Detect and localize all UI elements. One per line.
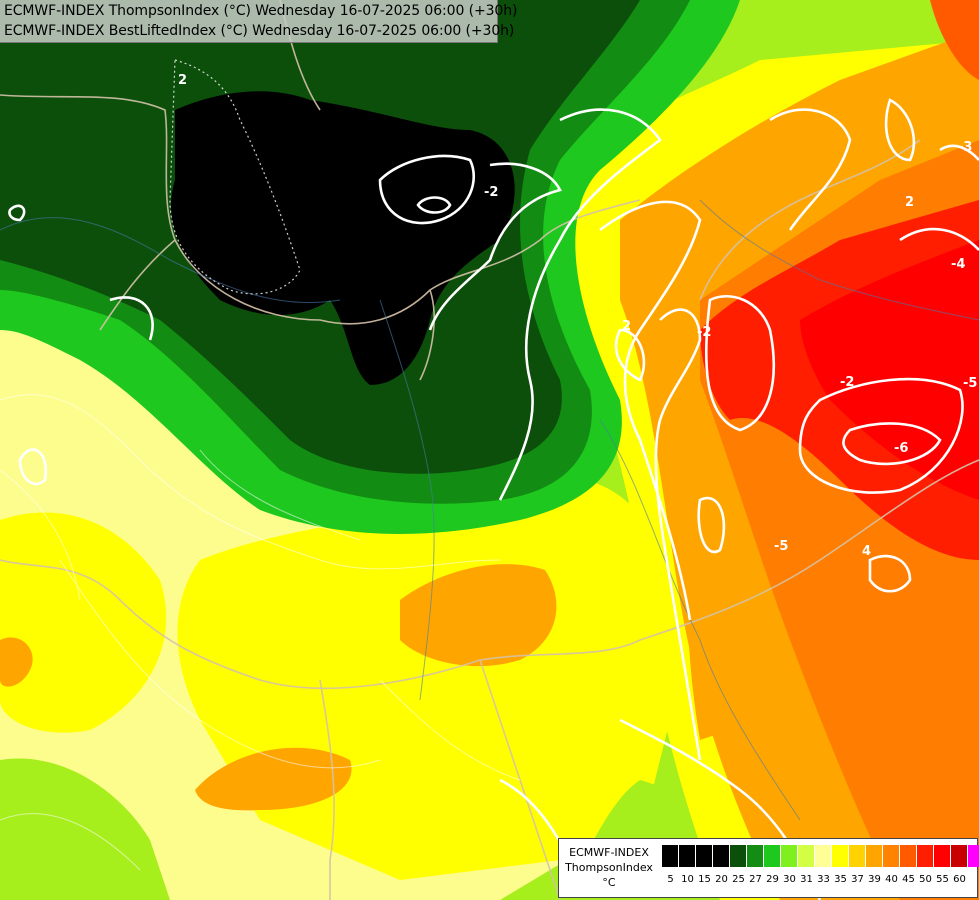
thin-contours <box>0 394 521 871</box>
legend-swatch <box>917 845 934 867</box>
legend-swatch <box>968 845 979 867</box>
contour-label: 2 <box>905 195 914 210</box>
legend-swatch <box>747 845 764 867</box>
field-red-ne <box>930 0 979 80</box>
legend-tick-label: 45 <box>902 874 915 885</box>
field-orange-center <box>400 564 557 667</box>
legend-tick-label: 27 <box>749 874 762 885</box>
legend-swatch <box>781 845 798 867</box>
header-title-lifted: ECMWF-INDEX BestLiftedIndex (°C) Wednesd… <box>4 23 515 39</box>
legend-swatch <box>662 845 679 867</box>
legend-swatch <box>798 845 815 867</box>
map-header: ECMWF-INDEX ThompsonIndex (°C) Wednesday… <box>0 0 517 43</box>
legend-swatch <box>730 845 747 867</box>
field-orange-south <box>195 747 352 811</box>
legend-ticks: 5 10 15 20 25 27 29 30 31 33 35 37 39 40 45 50 55 60 <box>662 874 968 888</box>
contour-label: -2 <box>697 325 711 340</box>
field-orange-lower-east <box>688 560 760 740</box>
legend-swatch <box>764 845 781 867</box>
legend-tick-label: 37 <box>851 874 864 885</box>
legend-tick-label: 55 <box>936 874 949 885</box>
legend-swatch <box>679 845 696 867</box>
legend-tick-label: 25 <box>732 874 745 885</box>
contour-label: -2 <box>484 185 498 200</box>
contour-label: -6 <box>894 441 908 456</box>
rivers <box>0 199 979 821</box>
field-orange-west <box>0 637 33 687</box>
legend-tick-label: 60 <box>953 874 966 885</box>
legend-title-model: ECMWF-INDEX <box>569 846 649 859</box>
legend-swatch <box>849 845 866 867</box>
legend-tick-label: 31 <box>800 874 813 885</box>
contour-label: 2 <box>622 319 631 334</box>
contour-label: -2 <box>840 375 854 390</box>
legend-title-unit: °C <box>602 876 616 889</box>
legend-swatch <box>866 845 883 867</box>
contour-label: -4 <box>951 257 965 272</box>
legend-tick-label: 10 <box>681 874 694 885</box>
legend-tick-label: 35 <box>834 874 847 885</box>
legend-tick-label: 50 <box>919 874 932 885</box>
legend-tick-label: 30 <box>783 874 796 885</box>
legend-title: ECMWF-INDEX ThompsonIndex °C <box>561 845 657 890</box>
color-legend: ECMWF-INDEX ThompsonIndex °C 5 10 15 20 25 27… <box>558 838 979 898</box>
contour-label: -3 <box>958 140 972 155</box>
legend-swatch <box>713 845 730 867</box>
legend-swatch <box>815 845 832 867</box>
legend-swatch <box>883 845 900 867</box>
field-yellow-sw <box>0 512 167 733</box>
header-title-thompson: ECMWF-INDEX ThompsonIndex (°C) Wednesday… <box>4 3 518 19</box>
lifted-index-contours <box>8 98 979 900</box>
contour-label: -5 <box>774 539 788 554</box>
legend-tick-label: 20 <box>715 874 728 885</box>
legend-title-index: ThompsonIndex <box>565 861 653 874</box>
contour-label: -5 <box>963 376 977 391</box>
legend-swatch <box>951 845 968 867</box>
legend-tick-label: 39 <box>868 874 881 885</box>
legend-swatch <box>934 845 951 867</box>
contour-labels: 2 -2 -2 2 -3 2 -4 -5 -6 -5 4 -2 <box>178 73 977 559</box>
legend-tick-label: 15 <box>698 874 711 885</box>
legend-tick-label: 33 <box>817 874 830 885</box>
field-green-south <box>0 758 170 900</box>
legend-swatch <box>696 845 713 867</box>
field-black-core <box>171 91 515 386</box>
legend-swatch <box>832 845 849 867</box>
contour-label: 4 <box>862 544 871 559</box>
contour-label: 2 <box>178 73 187 88</box>
legend-swatches <box>662 845 979 867</box>
legend-tick-label: 5 <box>667 874 674 885</box>
legend-swatch <box>900 845 917 867</box>
legend-tick-label: 29 <box>766 874 779 885</box>
legend-tick-label: 40 <box>885 874 898 885</box>
